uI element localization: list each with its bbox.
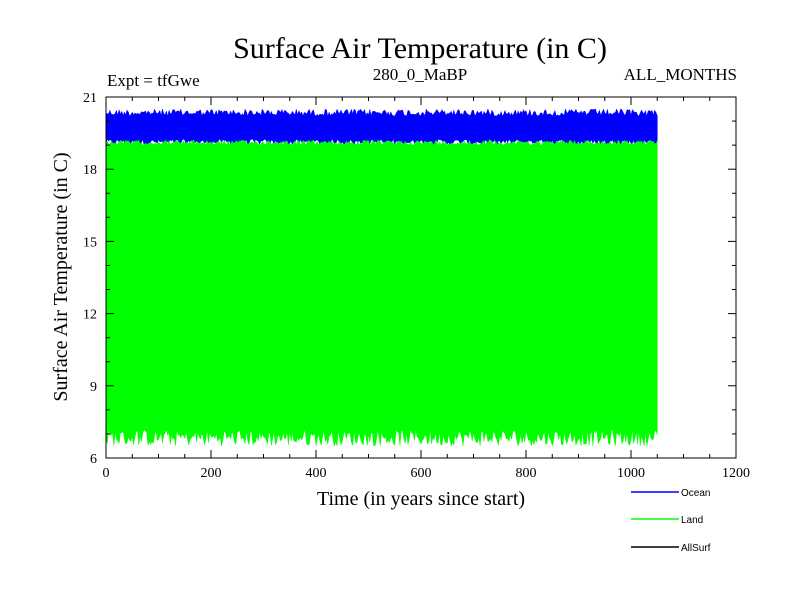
series-ocean (105, 108, 658, 146)
x-tick-label: 0 (103, 466, 110, 481)
legend-label-ocean: Ocean (681, 488, 710, 499)
legend: Ocean Land AllSurf (631, 488, 711, 554)
legend-label-land: Land (681, 515, 703, 526)
x-tick-label: 200 (201, 466, 222, 481)
legend-label-allsurf: AllSurf (681, 543, 711, 554)
experiment-label: Expt = tfGwe (107, 71, 200, 90)
months-label: ALL_MONTHS (624, 65, 737, 84)
x-tick-label: 400 (306, 466, 327, 481)
y-tick-label: 12 (83, 308, 97, 323)
y-axis-label: Surface Air Temperature (in C) (50, 152, 72, 401)
y-tick-label: 15 (83, 235, 97, 250)
period-label: 280_0_MaBP (373, 65, 467, 84)
x-axis-label: Time (in years since start) (317, 488, 525, 510)
series-land (105, 139, 658, 447)
plot-series (105, 108, 658, 447)
chart-title: Surface Air Temperature (in C) (233, 32, 607, 65)
y-tick-label: 9 (90, 380, 97, 395)
x-axis: 0 200 400 600 800 1000 1200 (103, 97, 750, 481)
y-tick-label: 21 (83, 91, 97, 106)
x-tick-label: 1200 (722, 466, 750, 481)
x-tick-label: 1000 (617, 466, 645, 481)
x-tick-label: 800 (516, 466, 537, 481)
y-axis: 6 9 12 15 18 21 (83, 91, 736, 467)
x-tick-label: 600 (411, 466, 432, 481)
y-tick-label: 18 (83, 163, 97, 178)
y-tick-label: 6 (90, 452, 97, 467)
